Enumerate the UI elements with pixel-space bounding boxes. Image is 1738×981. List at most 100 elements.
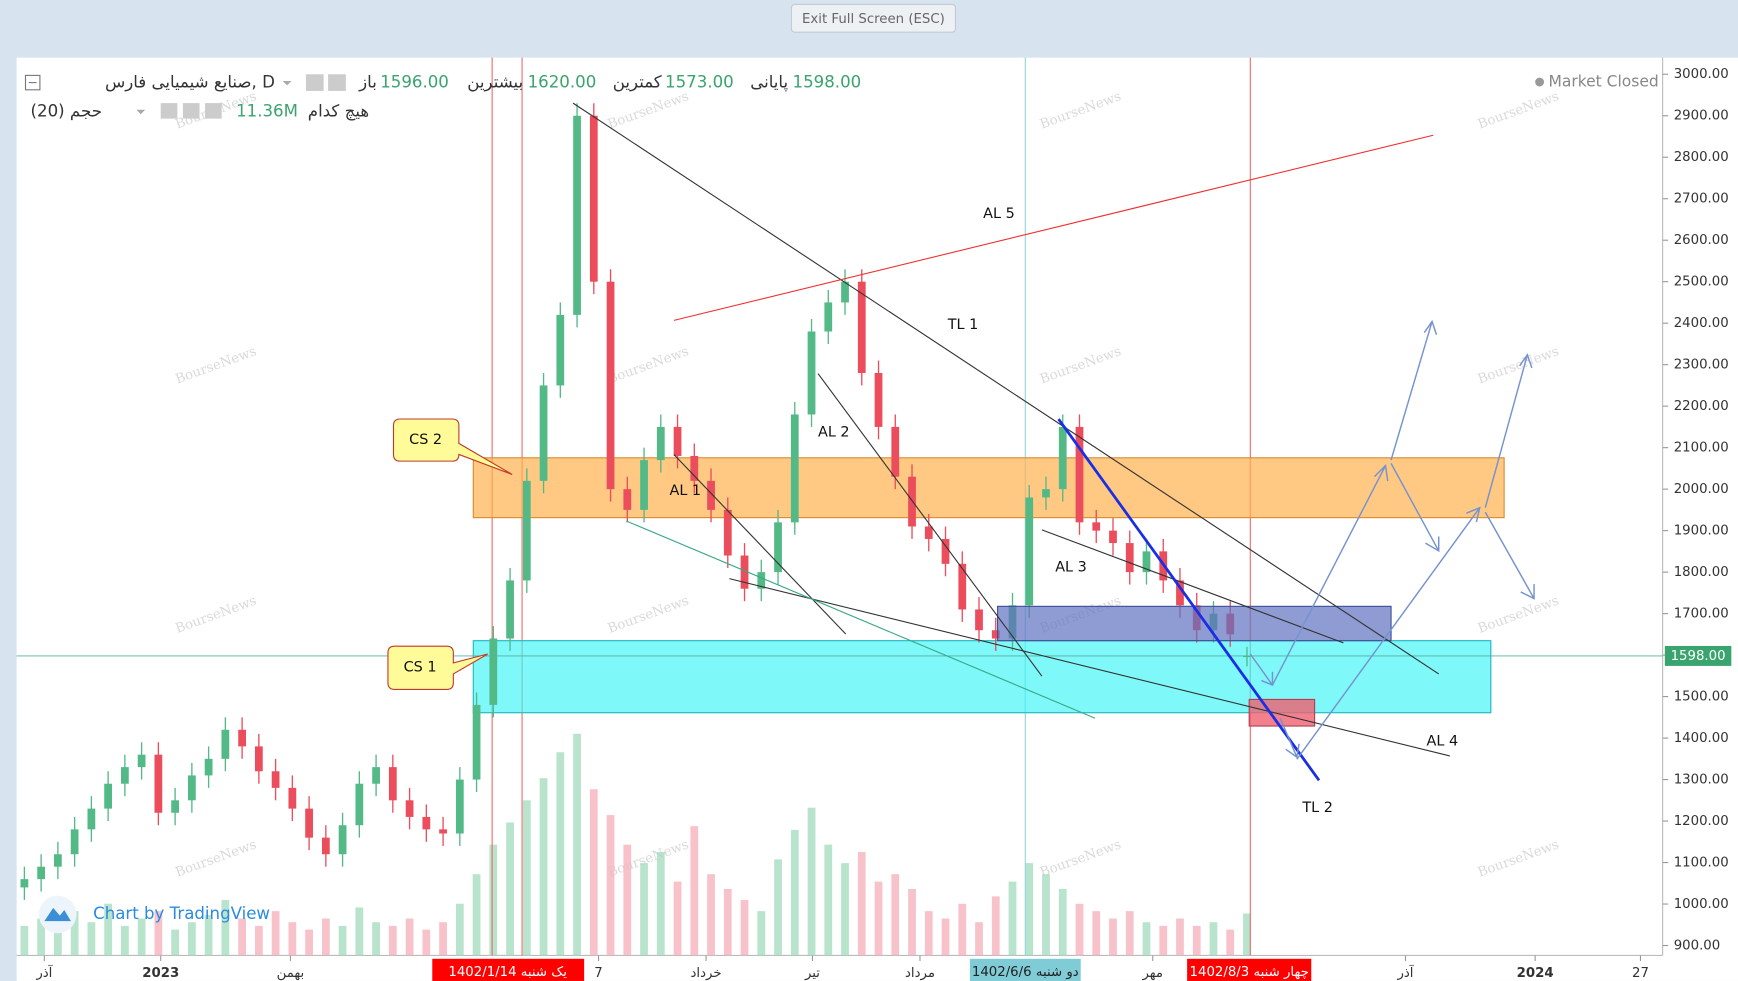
volume-bar xyxy=(20,925,29,956)
callout-cs1 xyxy=(387,645,488,691)
y-tick-label: 2300.00 xyxy=(1674,358,1729,373)
volume-bar xyxy=(372,922,380,956)
x-tick-label: تیر xyxy=(804,966,820,981)
candle-body xyxy=(723,509,732,556)
volume-bar xyxy=(924,911,933,956)
trendline-al1 xyxy=(673,454,847,635)
volume-bar xyxy=(690,826,699,956)
volume-bar xyxy=(204,914,213,956)
volume-bar xyxy=(1042,874,1050,956)
eye-icon[interactable] xyxy=(305,74,324,91)
annotation: AL 2 xyxy=(818,424,850,440)
volume-bar xyxy=(1058,888,1067,956)
arrow xyxy=(1390,319,1438,461)
volume-bar xyxy=(288,922,297,956)
y-tick-label: 2800.00 xyxy=(1674,150,1729,165)
candle-body xyxy=(422,816,431,830)
volume-bar xyxy=(958,903,967,956)
close-value: 1598.00 xyxy=(793,73,862,92)
zone-cs1 xyxy=(472,640,1492,714)
volume-bar xyxy=(37,918,46,956)
settings-icon[interactable] xyxy=(328,74,346,91)
candle-body xyxy=(137,754,146,768)
x-tick-label: 2023 xyxy=(142,966,179,981)
volume-bar xyxy=(1025,863,1034,956)
y-tick-label: 1900.00 xyxy=(1674,524,1729,539)
y-tick-label: 3000.00 xyxy=(1674,67,1729,82)
exit-button[interactable]: Exit Full Screen (ESC) xyxy=(790,3,957,33)
volume-bar xyxy=(439,922,447,956)
annotation: AL 3 xyxy=(1055,560,1087,576)
trendline-al2 xyxy=(817,373,1043,677)
candle-body xyxy=(455,779,464,834)
candle-body xyxy=(405,800,414,817)
volume-bar xyxy=(673,881,682,956)
candle-body xyxy=(1243,655,1251,658)
logo xyxy=(44,907,71,922)
volume-bar xyxy=(405,918,414,956)
volume-bar xyxy=(422,929,431,956)
last-price-box xyxy=(1664,645,1732,666)
arrow xyxy=(1271,464,1389,686)
candle-body xyxy=(439,829,447,834)
dropdown-icon[interactable] xyxy=(136,109,146,115)
candle-body xyxy=(1058,426,1067,490)
branding[interactable]: Chart by TradingView xyxy=(93,904,270,923)
annotation: TL 1 xyxy=(947,317,979,333)
exit-button-label[interactable]: Exit Full Screen (ESC) xyxy=(802,12,945,27)
candle-body xyxy=(640,460,648,510)
candle-body xyxy=(824,302,833,332)
candle-body xyxy=(958,563,967,610)
arrow xyxy=(1484,511,1535,600)
x-tick-label: مهر xyxy=(1141,966,1163,981)
volume-bar xyxy=(271,911,280,956)
y-tick-label: 2700.00 xyxy=(1674,192,1729,207)
volume-bar xyxy=(54,929,62,956)
high-value: 1620.00 xyxy=(528,73,597,92)
y-tick-label: 2100.00 xyxy=(1674,441,1729,456)
volume-bar xyxy=(171,929,179,956)
open-value: 1596.00 xyxy=(380,73,449,92)
candle-body xyxy=(120,767,129,784)
candle-body xyxy=(589,115,598,282)
volume-bar xyxy=(1159,925,1168,956)
candle-body xyxy=(1075,426,1084,523)
volume-value: 11.36M xyxy=(236,101,298,120)
x-tick-label: آذر xyxy=(1396,964,1414,981)
volume-bar xyxy=(321,918,330,956)
volume-bar xyxy=(857,852,866,956)
zone-blue xyxy=(997,605,1392,642)
settings-icon[interactable] xyxy=(182,103,200,119)
volume-bar xyxy=(254,925,263,956)
candle-body xyxy=(338,825,347,855)
candle-body xyxy=(305,808,313,838)
volume-bar xyxy=(489,844,498,956)
candle-body xyxy=(506,580,514,639)
volume-bar xyxy=(154,911,163,956)
exit-button-box[interactable] xyxy=(790,3,957,33)
volume-bar xyxy=(941,918,950,956)
collapse-icon[interactable] xyxy=(24,74,41,91)
y-tick-label: 1200.00 xyxy=(1674,814,1729,829)
candle-body xyxy=(774,522,782,573)
dropdown-icon[interactable] xyxy=(282,80,292,86)
symbol-title: صنایع شیمیایی فارس, D xyxy=(105,73,275,93)
volume-bar xyxy=(1008,881,1017,956)
volume-bar xyxy=(1226,929,1235,956)
volume-bar xyxy=(908,888,916,956)
date-marker-box xyxy=(969,958,1081,981)
trendline-al5 xyxy=(673,134,1434,321)
candle-body xyxy=(740,555,749,589)
eye-icon[interactable] xyxy=(160,103,178,119)
annotation: CS 2 xyxy=(409,432,442,448)
remove-icon[interactable] xyxy=(205,103,222,119)
candle-body xyxy=(690,455,699,481)
candle-body xyxy=(254,746,263,772)
volume-bar xyxy=(1192,925,1201,956)
volume-bar xyxy=(539,778,548,956)
volume-bar xyxy=(1243,913,1251,956)
y-tick-label: 2200.00 xyxy=(1674,399,1729,414)
volume-bar xyxy=(991,896,1000,956)
trendline-al3 xyxy=(1041,529,1344,644)
